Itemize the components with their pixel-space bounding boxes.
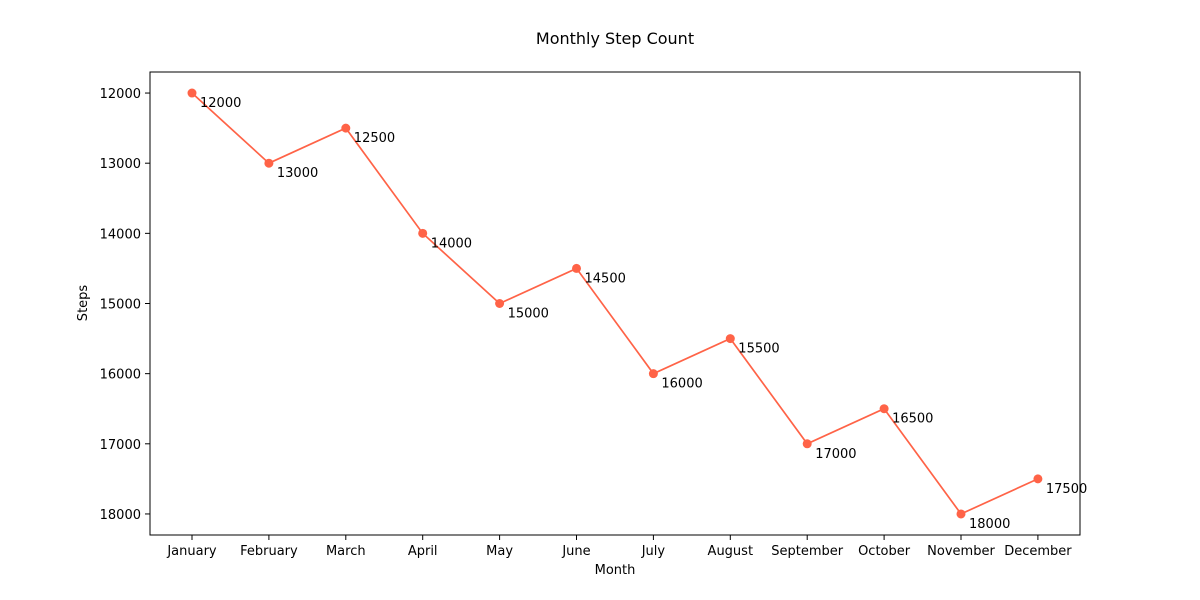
data-point [418,228,428,238]
y-tick-label: 12000 [100,87,141,102]
data-label: 15500 [738,342,779,357]
x-tick-label: January [166,544,217,559]
data-point [572,263,581,273]
data-point [725,334,735,344]
data-labels: 12000 13000 12500 14000 15000 14500 16000 15500… [200,96,1087,532]
data-label: 17500 [1046,482,1087,497]
y-axis: 12000 13000 14000 15000 16000 17000 18000 [100,87,150,523]
data-label: 14000 [431,236,472,251]
data-label: 16000 [661,377,702,392]
y-tick-label: 14000 [100,227,141,242]
data-point [1033,474,1043,484]
data-label: 14500 [585,271,626,286]
x-tick-label: April [408,544,438,559]
data-label: 16500 [892,412,933,427]
x-tick-label: October [858,544,911,559]
y-axis-title: Steps [76,285,91,322]
data-point [879,404,889,414]
data-label: 12000 [200,96,241,111]
data-point [341,123,351,133]
data-label: 12500 [354,131,395,146]
x-tick-label: July [641,544,666,559]
x-tick-label: September [771,544,844,559]
x-axis: January February March April May June July Augu… [166,535,1072,559]
x-tick-label: June [561,544,590,559]
data-point [956,509,966,519]
data-point [187,88,197,98]
x-axis-title: Month [595,563,636,578]
data-label: 17000 [815,447,856,462]
x-tick-label: December [1004,544,1072,559]
y-tick-label: 13000 [100,157,141,172]
y-tick-label: 15000 [100,298,141,313]
series-layer [187,88,1043,519]
series-line [191,92,1039,516]
y-tick-label: 16000 [100,368,141,383]
data-label: 13000 [277,166,318,181]
x-tick-label: May [486,544,513,559]
data-point [495,299,505,308]
data-point [802,439,812,449]
y-tick-label: 18000 [100,508,141,523]
data-label: 15000 [508,307,549,322]
x-tick-label: February [240,544,298,559]
chart-title: Monthly Step Count [536,29,694,48]
x-tick-label: November [927,544,995,559]
data-point [264,158,274,168]
x-tick-label: August [708,544,754,559]
x-tick-label: March [326,544,366,559]
data-point [648,369,658,379]
data-label: 18000 [969,517,1010,532]
y-tick-label: 17000 [100,438,141,453]
